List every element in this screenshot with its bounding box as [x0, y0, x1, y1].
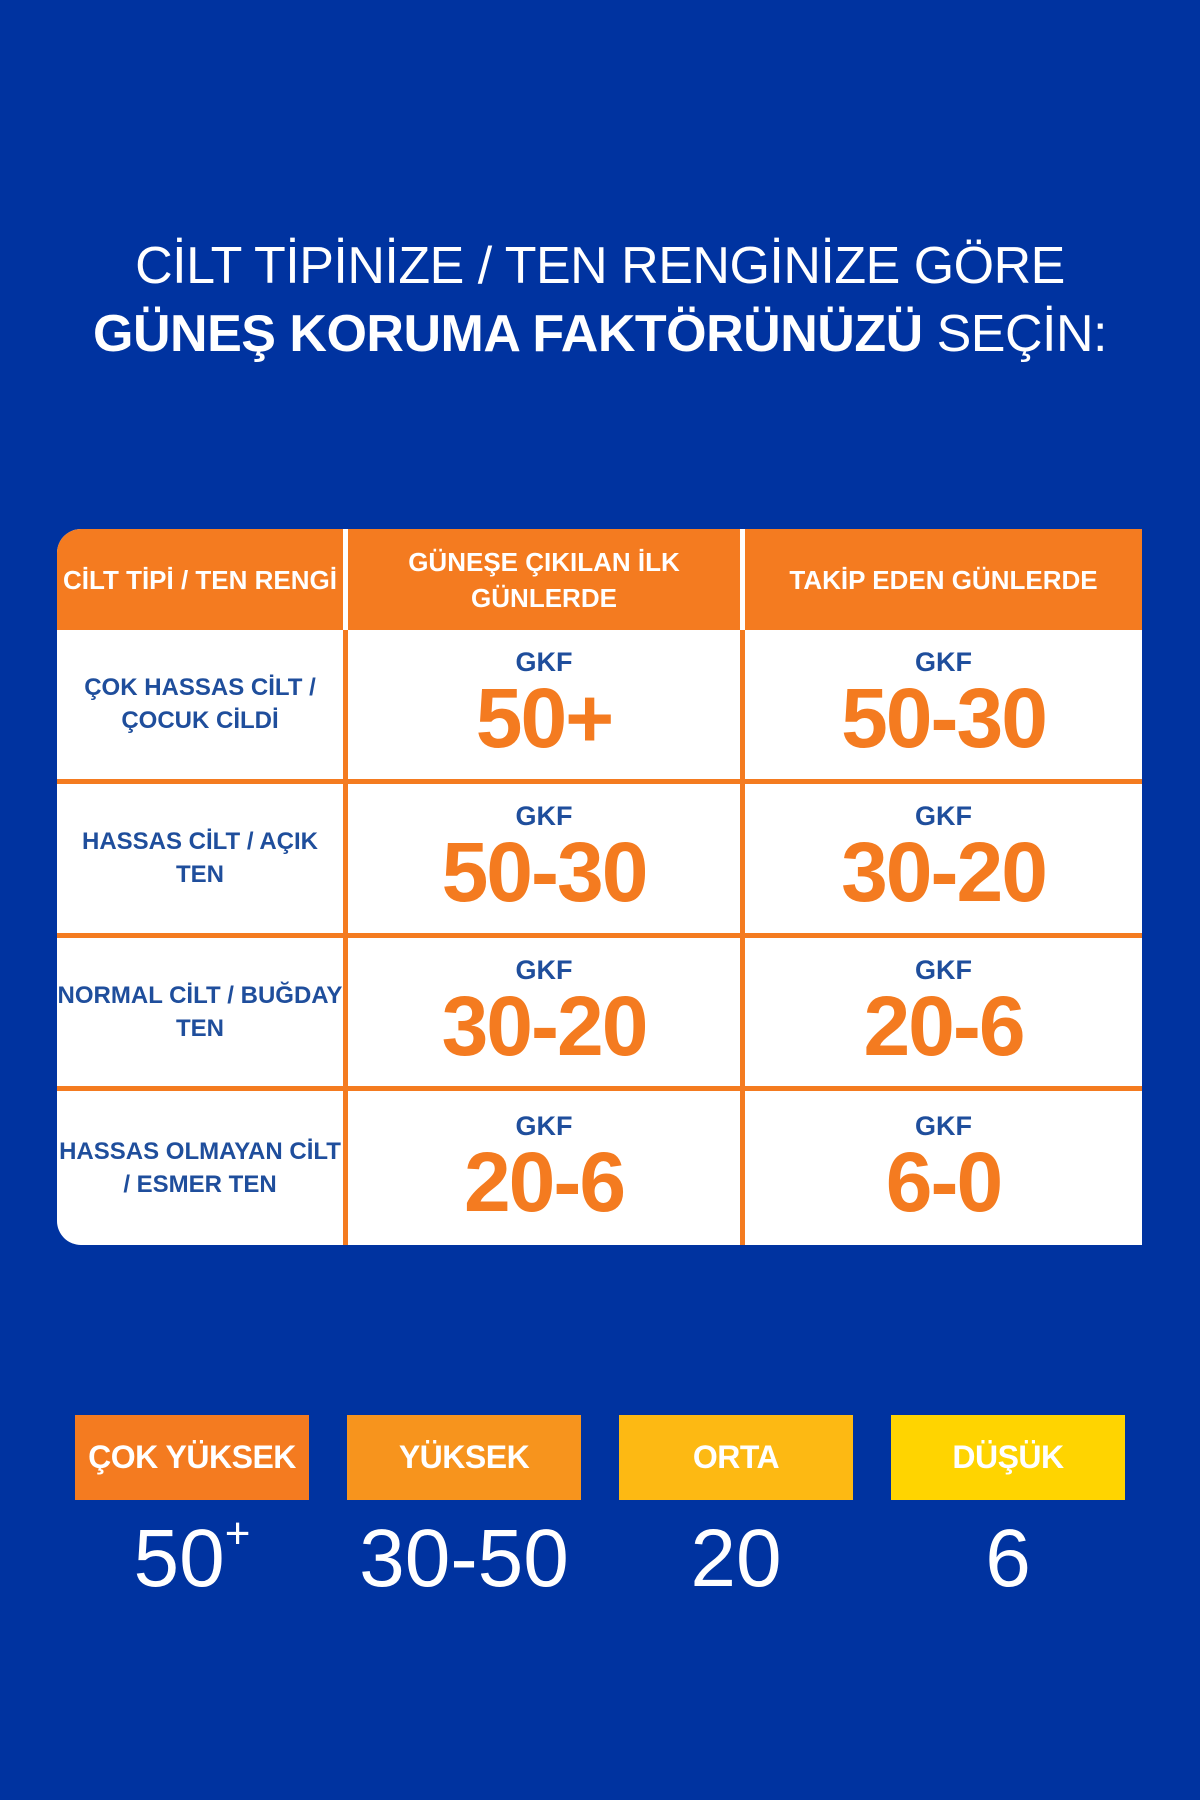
row-label: ÇOK HASSAS CİLT / ÇOCUK CİLDİ — [57, 630, 348, 784]
row-label: HASSAS OLMAYAN CİLT / ESMER TEN — [57, 1091, 348, 1245]
level-item: DÜŞÜK 6 — [891, 1415, 1125, 1604]
spf-value: 50+ — [475, 671, 614, 766]
table-header: CİLT TİPİ / TEN RENGİ — [57, 529, 348, 630]
level-value: 50+ — [75, 1512, 309, 1604]
level-sup: + — [224, 1509, 251, 1558]
level-badge: DÜŞÜK — [891, 1415, 1125, 1500]
spf-value: 20-6 — [863, 978, 1025, 1073]
level-number: 50 — [133, 1513, 225, 1604]
level-badge: ORTA — [619, 1415, 853, 1500]
gkf-label: GKF — [515, 647, 573, 678]
gkf-label: GKF — [515, 1111, 573, 1142]
spf-value: 50-30 — [441, 825, 649, 920]
gkf-label: GKF — [515, 954, 573, 985]
level-badge: YÜKSEK — [347, 1415, 581, 1500]
spf-cell-first: GKF 50-30 — [348, 783, 745, 938]
level-value: 30-50 — [347, 1514, 581, 1604]
spf-cell-first: GKF 20-6 — [348, 1091, 745, 1245]
level-value: 6 — [891, 1514, 1125, 1604]
spf-cell-first: GKF 50+ — [348, 630, 745, 784]
level-value: 20 — [619, 1514, 853, 1604]
title-bold: GÜNEŞ KORUMA FAKTÖRÜNÜZÜ — [93, 305, 923, 363]
level-item: ÇOK YÜKSEK 50+ — [75, 1415, 309, 1604]
page-title: CİLT TİPİNİZE / TEN RENGİNİZE GÖRE GÜNEŞ… — [0, 232, 1200, 368]
table-header: TAKİP EDEN GÜNLERDE — [745, 529, 1142, 630]
protection-levels: ÇOK YÜKSEK 50+ YÜKSEK 30-50 ORTA 20 DÜŞÜK 6 — [75, 1415, 1125, 1604]
level-item: YÜKSEK 30-50 — [347, 1415, 581, 1604]
title-rest: SEÇİN: — [922, 305, 1108, 363]
gkf-label: GKF — [515, 801, 573, 832]
title-line-2: GÜNEŞ KORUMA FAKTÖRÜNÜZÜ SEÇİN: — [0, 300, 1200, 368]
level-item: ORTA 20 — [619, 1415, 853, 1604]
row-label: HASSAS CİLT / AÇIK TEN — [57, 783, 348, 938]
level-number: 20 — [690, 1513, 782, 1604]
spf-cell-following: GKF 6-0 — [745, 1091, 1142, 1245]
spf-value: 20-6 — [463, 1135, 626, 1230]
spf-value: 30-20 — [441, 978, 649, 1073]
spf-cell-first: GKF 30-20 — [348, 937, 745, 1092]
spf-value: 6-0 — [885, 1135, 1003, 1230]
spf-cell-following: GKF 50-30 — [745, 630, 1142, 784]
gkf-label: GKF — [915, 954, 972, 985]
level-badge: ÇOK YÜKSEK — [75, 1415, 309, 1500]
level-number: 6 — [985, 1513, 1031, 1604]
spf-table: CİLT TİPİ / TEN RENGİ GÜNEŞE ÇIKILAN İLK … — [57, 529, 1142, 1245]
level-number: 30-50 — [359, 1513, 569, 1604]
gkf-label: GKF — [915, 647, 972, 678]
spf-cell-following: GKF 20-6 — [745, 938, 1142, 1092]
gkf-label: GKF — [915, 801, 972, 832]
spf-value: 30-20 — [841, 825, 1048, 920]
spf-cell-following: GKF 30-20 — [745, 784, 1142, 938]
gkf-label: GKF — [915, 1111, 972, 1142]
spf-value: 50-30 — [841, 671, 1048, 766]
row-label: NORMAL CİLT / BUĞDAY TEN — [57, 937, 348, 1092]
title-line-1: CİLT TİPİNİZE / TEN RENGİNİZE GÖRE — [135, 237, 1065, 295]
table-header: GÜNEŞE ÇIKILAN İLK GÜNLERDE — [348, 529, 745, 630]
